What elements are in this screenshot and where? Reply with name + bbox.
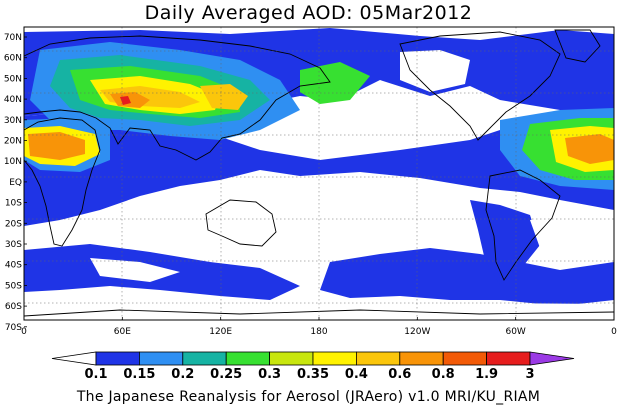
colorbar-label: 0.1 — [84, 367, 107, 382]
aod-region-southamerica-blue — [470, 200, 540, 285]
aod-low-region-5 — [90, 258, 180, 282]
colorbar-low-triangle — [51, 351, 97, 366]
aod-high-india — [110, 92, 150, 108]
credit-line: The Japanese Reanalysis for Aerosol (JRA… — [76, 389, 541, 405]
aod-peak-china — [120, 96, 131, 105]
colorbar-box — [225, 351, 270, 366]
colorbar-box — [442, 351, 488, 366]
aod-low-region-3 — [400, 50, 470, 92]
lat-tick-label: 30N — [4, 116, 22, 126]
lat-tick-label: 10N — [4, 157, 22, 167]
lat-tick-label: 50N — [4, 74, 22, 84]
colorbar-label: 0.25 — [210, 367, 242, 382]
lon-tick-label: 120E — [209, 327, 232, 337]
lat-tick-label: 10S — [5, 199, 22, 209]
aod-region-tropics-blue — [24, 112, 614, 226]
coastline-eurasia — [24, 35, 331, 161]
aod-low-region-1 — [160, 190, 330, 246]
colorbar-label: 3 — [525, 367, 534, 382]
aod-green-pacific — [300, 62, 370, 104]
colorbar-label: 0.3 — [258, 367, 281, 382]
colorbar-high-triangle — [529, 351, 575, 366]
coastline-south-america — [485, 169, 561, 281]
lon-tick-label: 60W — [505, 327, 525, 337]
colorbar-label: 0.6 — [388, 367, 411, 382]
coastline-north-america — [399, 31, 561, 141]
lat-tick-label: 40S — [5, 261, 22, 271]
longitude-axis: 0 60E 120E 180 120W 60W 0 — [21, 317, 617, 337]
aod-low-region-6 — [24, 300, 614, 320]
colorbar-box — [95, 351, 140, 366]
colorbar-label: 0.2 — [171, 367, 194, 382]
lon-tick-label: 0 — [611, 327, 617, 337]
lat-tick-label: 50S — [5, 281, 22, 291]
aod-region-south-blue-2 — [320, 248, 614, 306]
lat-tick-label: 70N — [4, 33, 22, 43]
colorbar-box — [269, 351, 314, 366]
colorbar-box — [312, 351, 357, 366]
aod-low-region-4 — [530, 214, 614, 256]
lat-tick-label: 20N — [4, 137, 22, 147]
lat-tick-label: 20S — [5, 219, 22, 229]
lat-tick-label: 60N — [4, 54, 22, 64]
lon-tick-label: 180 — [310, 327, 327, 337]
colorbar-box — [486, 351, 531, 366]
coastline-greenland — [554, 29, 601, 63]
aod-high-china — [200, 84, 248, 110]
colorbar-box — [182, 351, 227, 366]
colorbar-label: 0.8 — [432, 367, 455, 382]
lon-tick-label: 60E — [114, 327, 131, 337]
coastline-antarctica — [24, 309, 614, 317]
aod-high-sahara-core — [28, 132, 85, 160]
latitude-axis: 70N 60N 50N 40N 30N 20N 10N EQ 10S 20S 30S 40S 50S 60… — [4, 33, 27, 333]
lat-tick-label: 60S — [5, 302, 22, 312]
lon-tick-label: 0 — [21, 327, 27, 337]
colorbar-box — [138, 351, 184, 366]
coastline-africa — [24, 117, 101, 247]
coastline-australia — [205, 199, 277, 247]
lon-tick-label: 120W — [404, 327, 430, 337]
lat-tick-label: EQ — [9, 178, 22, 188]
colorbar-label: 0.15 — [123, 367, 155, 382]
map-title: Daily Averaged AOD: 05Mar2012 — [144, 2, 473, 24]
lat-tick-label: 70S — [5, 323, 22, 333]
aod-high-atlantic-core — [565, 134, 614, 164]
lat-tick-label: 40N — [4, 95, 22, 105]
colorbar-box — [399, 351, 444, 366]
colorbar-box — [355, 351, 401, 366]
colorbar-label: 0.35 — [297, 367, 329, 382]
colorbar-label: 0.4 — [345, 367, 368, 382]
colorbar: 0.1 0.15 0.2 0.25 0.3 0.35 0.4 0.6 0.8 1.9 3 — [51, 351, 575, 382]
aod-field — [24, 28, 614, 320]
grid-lines — [24, 27, 614, 320]
coastlines — [24, 29, 614, 317]
lat-tick-label: 30S — [5, 240, 22, 250]
colorbar-label: 1.9 — [475, 367, 498, 382]
